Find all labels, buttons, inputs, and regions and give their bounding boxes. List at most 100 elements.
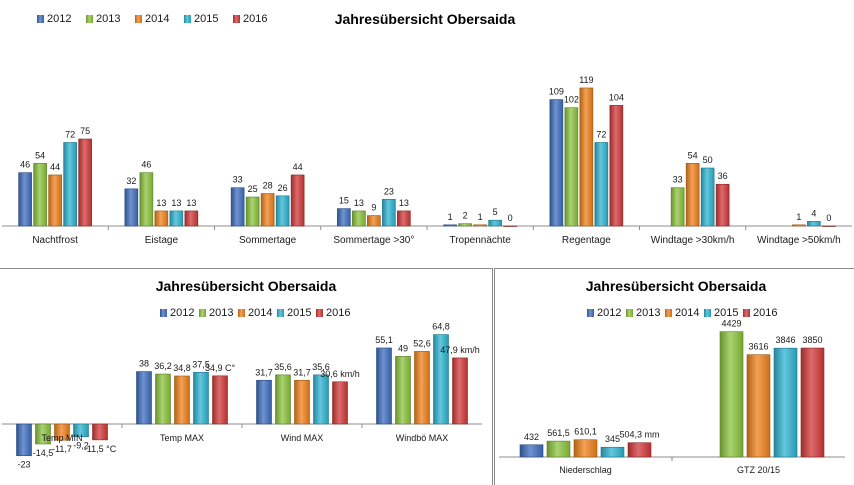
bar-2016-1 [800,347,825,458]
legend-label-2014: 2014 [248,307,272,319]
bar-2012-4 [443,224,457,227]
legend-swatch-2015 [277,309,284,317]
bar-2015-2 [313,374,329,425]
value-label-2016-5: 104 [609,92,624,102]
bar-2015-0 [600,446,625,458]
value-label-2016-1: 3850 [802,335,822,345]
legend-swatch-2016 [233,15,240,23]
bar-2012-0 [16,423,32,457]
bar-2016-4 [503,225,517,227]
bar-2014-3 [367,215,381,227]
chart-bottom-left-svg: Jahresübersicht Obersaida 2012 2013 2014 201… [2,278,482,470]
value-label-2015-2: 35,6 [312,362,330,372]
bar-2013-2 [245,196,260,227]
bar-2013-1 [155,373,171,425]
legend-swatch-2015 [184,15,191,23]
bar-2014-3 [414,351,430,425]
bar-2014-0 [48,174,62,227]
chart-title: Jahresübersicht Obersaida [156,278,337,294]
value-label-2012-3: 55,1 [375,335,393,345]
legend-label-2013: 2013 [209,307,233,319]
value-label-2016-7: 0 [826,213,831,223]
bar-2013-1 [139,172,154,227]
legend-swatch-2016 [743,309,750,317]
value-label-2012-1: 32 [126,176,136,186]
category-label: Windtage >30km/h [651,235,735,246]
legend-label-2012: 2012 [47,13,71,25]
value-label-2016-6: 36 [718,171,728,181]
legend-swatch-2014 [135,15,142,23]
legend-label-2016: 2016 [753,307,777,319]
bar-2013-3 [352,210,366,227]
value-label-2016-1: 34,9 C° [205,363,236,373]
value-label-2014-0: 44 [50,162,60,172]
value-label-2015-2: 26 [278,183,288,193]
bar-2015-4 [488,219,502,227]
category-label: Sommertage [239,235,297,246]
bar-2014-1 [154,210,169,227]
value-label-2014-3: 9 [371,203,376,213]
value-label-2015-5: 72 [596,129,606,139]
chart-panel-bottom-left: Jahresübersicht Obersaida 2012 2013 2014 201… [0,268,493,485]
value-label-2012-2: 33 [233,175,243,185]
legend-label-2016: 2016 [243,13,267,25]
legend-label-2015: 2015 [194,13,218,25]
legend-label-2012: 2012 [170,307,194,319]
bar-2012-1 [136,371,152,425]
legend-swatch-2014 [665,309,672,317]
value-label-2014-0: 610,1 [574,427,597,437]
value-label-2013-6: 33 [673,175,683,185]
bar-2014-5 [579,87,594,227]
bar-2014-2 [260,193,275,227]
value-label-2013-0: 561,5 [547,428,570,438]
bar-2015-1 [169,210,184,227]
value-label-2013-4: 2 [463,211,468,221]
category-label: Temp MAX [160,433,204,443]
bar-2012-3 [337,208,351,227]
bar-2012-2 [256,379,272,425]
value-label-2012-3: 15 [339,196,349,206]
legend-label-2016: 2016 [326,307,350,319]
value-label-2014-2: 31,7 [293,367,311,377]
legend-label-2014: 2014 [145,13,169,25]
value-label-2015-3: 64,8 [432,322,450,332]
category-label: Wind MAX [281,433,324,443]
value-label-2014-2: 28 [263,181,273,191]
chart-bottom-right-svg: Jahresübersicht Obersaida 2012 2013 2014 201… [499,278,845,475]
value-label-2014-3: 52,6 [413,338,431,348]
bar-2014-2 [294,379,310,425]
bar-2014-0 [573,439,598,458]
value-label-2016-0: -11,5 °C [84,444,117,454]
legend-swatch-2012 [587,309,594,317]
category-label: Temp MIN [41,433,82,443]
bar-2014-1 [746,354,771,458]
bar-2015-1 [773,347,798,458]
bar-2015-2 [275,195,290,227]
value-label-2015-3: 23 [384,186,394,196]
value-label-2016-0: 504,3 mm [619,430,659,440]
bar-2016-0 [78,138,92,227]
bar-2014-0 [54,423,70,441]
value-label-2013-3: 13 [354,198,364,208]
category-label: Regentage [562,235,611,246]
bar-2016-2 [290,174,305,227]
value-label-2016-3: 47,9 km/h [440,345,480,355]
bar-2014-4 [473,224,487,227]
value-label-2013-2: 25 [248,184,258,194]
legend-label-2012: 2012 [597,307,621,319]
value-label-2016-2: 44 [293,162,303,172]
value-label-2013-1: 36,2 [154,361,172,371]
bar-2013-2 [275,374,291,425]
value-label-2016-4: 0 [508,213,513,223]
legend-swatch-2014 [238,309,245,317]
legend-swatch-2013 [199,309,206,317]
value-label-2013-2: 35,6 [274,362,292,372]
bar-2012-5 [549,99,564,227]
bar-2013-0 [546,440,571,458]
value-label-2013-1: 4429 [721,319,741,329]
legend-swatch-2015 [704,309,711,317]
bar-2012-0 [18,172,32,227]
legend-label-2015: 2015 [714,307,738,319]
bar-2012-3 [376,347,392,425]
